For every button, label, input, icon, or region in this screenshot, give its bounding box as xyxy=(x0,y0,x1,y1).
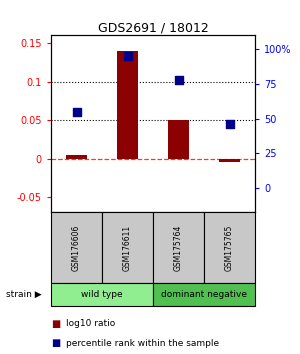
Title: GDS2691 / 18012: GDS2691 / 18012 xyxy=(98,21,208,34)
Text: GSM176611: GSM176611 xyxy=(123,225,132,271)
Text: GSM176606: GSM176606 xyxy=(72,224,81,271)
Text: GSM175764: GSM175764 xyxy=(174,224,183,271)
Text: log10 ratio: log10 ratio xyxy=(66,319,115,329)
Text: wild type: wild type xyxy=(81,290,123,299)
Bar xyxy=(66,155,87,159)
Bar xyxy=(168,120,189,159)
Text: dominant negative: dominant negative xyxy=(161,290,247,299)
Text: ■: ■ xyxy=(51,338,60,348)
Point xyxy=(227,121,232,127)
Point xyxy=(125,53,130,59)
Point xyxy=(176,77,181,82)
Text: percentile rank within the sample: percentile rank within the sample xyxy=(66,339,219,348)
Point xyxy=(74,109,79,115)
Bar xyxy=(117,51,138,159)
Text: strain ▶: strain ▶ xyxy=(6,290,42,299)
Bar xyxy=(219,159,240,162)
Text: ■: ■ xyxy=(51,319,60,329)
Text: GSM175765: GSM175765 xyxy=(225,224,234,271)
